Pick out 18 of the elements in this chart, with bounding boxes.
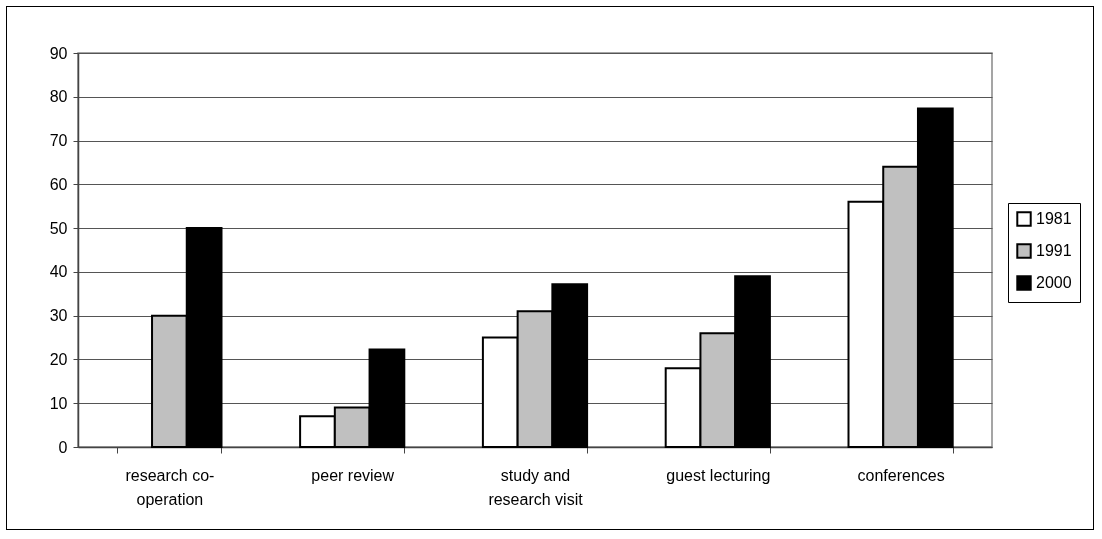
x-tick-label: peer review [311, 466, 395, 484]
legend-label: 1991 [1036, 242, 1072, 259]
x-tick-label: guest lecturing [666, 466, 771, 484]
y-tick-label: 40 [49, 263, 68, 281]
legend-label: 2000 [1036, 274, 1072, 291]
y-tick-label: 0 [58, 438, 68, 456]
x-tick-label: conferences [857, 466, 945, 484]
y-tick-label: 90 [49, 44, 68, 62]
y-tick-label: 70 [49, 132, 68, 150]
y-tick-label: 50 [49, 219, 68, 237]
y-tick-label: 80 [49, 88, 68, 106]
legend-label: 1981 [1036, 210, 1072, 227]
y-tick-label: 30 [49, 307, 68, 325]
x-tick-label: study and research visit [488, 466, 584, 508]
x-tick-label: research co-operation [125, 466, 215, 508]
y-tick-label: 20 [49, 350, 68, 368]
y-tick-label: 10 [49, 394, 68, 412]
y-tick-label: 60 [49, 175, 68, 193]
